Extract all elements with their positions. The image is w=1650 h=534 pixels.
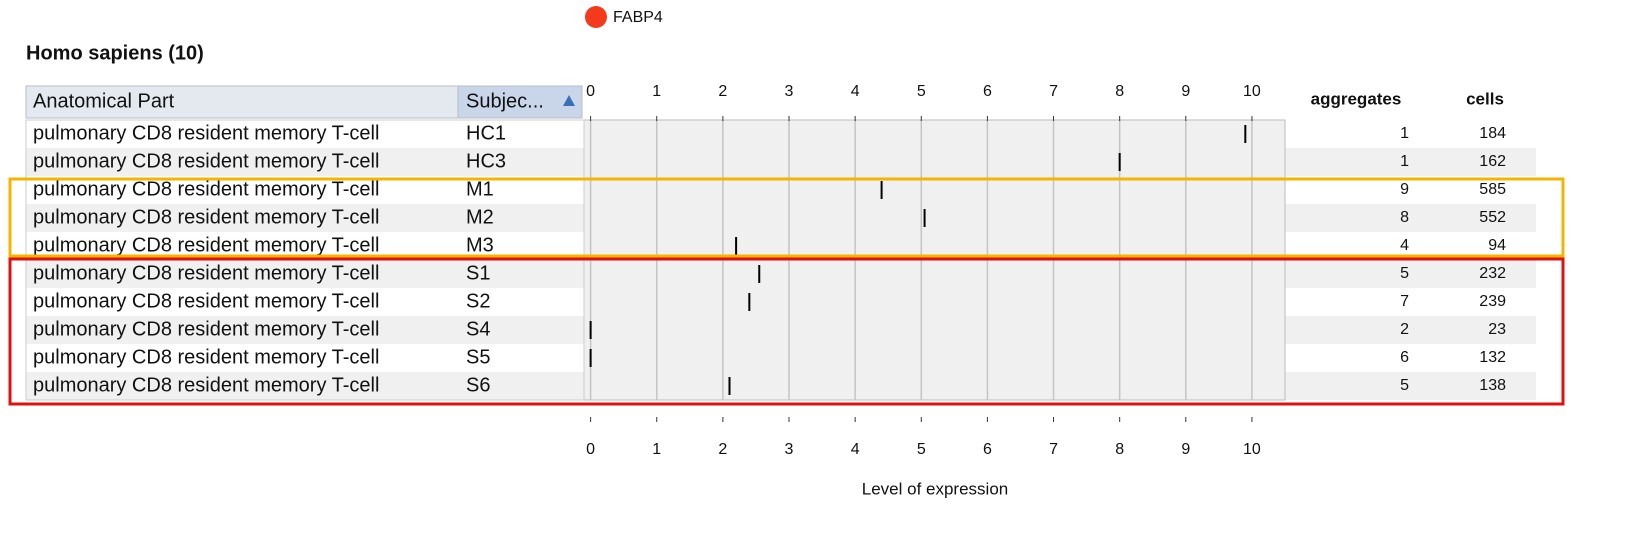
x-tick-label: 1 [652, 441, 661, 458]
x-tick-label: 0 [586, 441, 595, 458]
x-tick-label: 9 [1181, 83, 1190, 100]
cells: 239 [1479, 293, 1506, 310]
x-tick-label: 3 [785, 83, 794, 100]
subject: HC1 [466, 122, 506, 144]
anatomical-part: pulmonary CD8 resident memory T-cell [33, 122, 379, 144]
column-header: aggregates [1311, 89, 1402, 108]
aggregates: 1 [1400, 125, 1409, 142]
aggregates: 8 [1400, 209, 1409, 226]
aggregates: 2 [1400, 321, 1409, 338]
cells: 585 [1479, 181, 1506, 198]
x-tick-label: 4 [851, 83, 860, 100]
legend-dot [585, 6, 607, 28]
anatomical-part: pulmonary CD8 resident memory T-cell [33, 346, 379, 368]
x-tick-label: 9 [1181, 441, 1190, 458]
aggregates: 7 [1400, 293, 1409, 310]
aggregates: 1 [1400, 153, 1409, 170]
x-tick-label: 6 [983, 83, 992, 100]
highlight-box [8, 257, 1565, 406]
highlight-box [8, 177, 1565, 258]
subject: HC3 [466, 150, 506, 172]
subject: S2 [466, 290, 490, 312]
anatomical-part: pulmonary CD8 resident memory T-cell [33, 290, 379, 312]
x-tick-label: 0 [586, 83, 595, 100]
subject: S5 [466, 346, 490, 368]
subject: M1 [466, 178, 494, 200]
sort-arrow [563, 95, 575, 106]
aggregates: 6 [1400, 349, 1409, 366]
x-tick-label: 6 [983, 441, 992, 458]
subject: S1 [466, 262, 490, 284]
x-tick-label: 5 [917, 441, 926, 458]
cells: 23 [1488, 321, 1506, 338]
cells: 132 [1479, 349, 1506, 366]
anatomical-part: pulmonary CD8 resident memory T-cell [33, 150, 379, 172]
column-header: Subjec... [466, 90, 544, 112]
anatomical-part: pulmonary CD8 resident memory T-cell [33, 318, 379, 340]
x-tick-label: 4 [851, 441, 860, 458]
x-tick-label: 8 [1115, 83, 1124, 100]
anatomical-part: pulmonary CD8 resident memory T-cell [33, 262, 379, 284]
anatomical-part: pulmonary CD8 resident memory T-cell [33, 234, 379, 256]
aggregates: 5 [1400, 265, 1409, 282]
header-cell[interactable] [25, 85, 459, 119]
anatomical-part: pulmonary CD8 resident memory T-cell [33, 206, 379, 228]
x-tick-label: 1 [652, 83, 661, 100]
x-tick-label: 7 [1049, 83, 1058, 100]
column-header: cells [1466, 89, 1504, 108]
x-tick-label: 2 [718, 83, 727, 100]
cells: 232 [1479, 265, 1506, 282]
cells: 162 [1479, 153, 1506, 170]
cells: 552 [1479, 209, 1506, 226]
cells: 184 [1479, 125, 1506, 142]
aggregates: 4 [1400, 237, 1409, 254]
cells: 94 [1488, 237, 1506, 254]
anatomical-part: pulmonary CD8 resident memory T-cell [33, 374, 379, 396]
subject: S4 [466, 318, 490, 340]
subject: M3 [466, 234, 494, 256]
aggregates: 5 [1400, 377, 1409, 394]
section-title: Homo sapiens (10) [26, 42, 204, 64]
anatomical-part: pulmonary CD8 resident memory T-cell [33, 178, 379, 200]
aggregates: 9 [1400, 181, 1409, 198]
subject: S6 [466, 374, 490, 396]
x-tick-label: 3 [785, 441, 794, 458]
x-tick-label: 10 [1243, 83, 1261, 100]
x-tick-label: 2 [718, 441, 727, 458]
x-axis-label: Level of expression [862, 479, 1008, 498]
column-header: Anatomical Part [33, 90, 175, 112]
x-tick-label: 7 [1049, 441, 1058, 458]
legend-label: FABP4 [613, 9, 663, 26]
x-tick-label: 5 [917, 83, 926, 100]
subject: M2 [466, 206, 494, 228]
x-tick-label: 10 [1243, 441, 1261, 458]
x-tick-label: 8 [1115, 441, 1124, 458]
cells: 138 [1479, 377, 1506, 394]
header-cell[interactable] [457, 85, 583, 119]
